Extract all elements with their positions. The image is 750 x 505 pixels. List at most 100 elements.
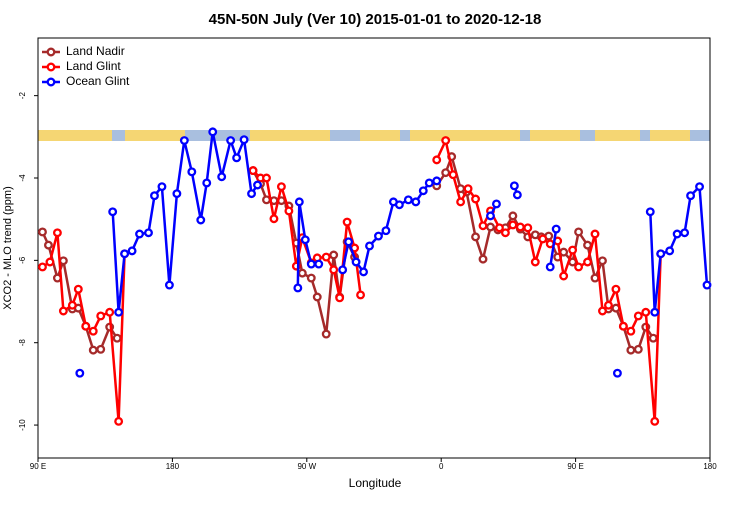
data-point: [58, 256, 68, 266]
x-tick-label: 90 W: [297, 462, 316, 471]
data-point: [157, 182, 167, 192]
data-point: [403, 195, 413, 205]
data-point: [508, 211, 518, 221]
data-point: [633, 311, 643, 321]
data-point: [114, 307, 124, 317]
data-point: [356, 290, 366, 300]
data-point: [52, 228, 62, 238]
data-point: [144, 228, 153, 238]
map-strip: [38, 130, 710, 141]
data-point: [179, 136, 189, 145]
data-point: [96, 311, 106, 321]
data-point: [365, 241, 374, 251]
data-point: [441, 136, 451, 145]
data-point: [512, 190, 522, 200]
data-point: [269, 214, 279, 224]
data-point: [471, 232, 480, 242]
plot-frame: [37, 37, 711, 459]
data-point: [656, 249, 666, 259]
data-point: [297, 268, 307, 278]
data-point: [44, 240, 53, 250]
y-tick-label: -6: [18, 256, 27, 264]
data-point: [598, 306, 607, 316]
data-point: [381, 226, 391, 236]
data-point: [568, 245, 578, 255]
data-point: [67, 300, 77, 310]
legend-marker: [46, 47, 56, 57]
data-point: [471, 194, 480, 204]
data-point: [523, 223, 533, 233]
data-point: [545, 262, 555, 272]
y-tick-label: -2: [18, 92, 27, 100]
data-point: [208, 127, 218, 137]
data-point: [583, 257, 592, 267]
data-point: [598, 256, 607, 266]
data-point: [478, 254, 488, 264]
data-point: [559, 247, 569, 257]
data-point: [276, 182, 286, 192]
data-point: [262, 173, 271, 183]
data-point: [196, 215, 206, 225]
x-tick-label: 180: [703, 462, 717, 471]
data-point: [187, 167, 197, 177]
data-point: [329, 265, 339, 275]
data-point: [202, 178, 212, 188]
data-point: [226, 136, 236, 145]
data-point: [150, 191, 159, 201]
data-point: [494, 223, 504, 233]
data-point: [486, 222, 495, 232]
data-point: [411, 197, 421, 207]
legend-label: Land Glint: [66, 59, 121, 73]
data-point: [284, 206, 294, 216]
data-point: [321, 329, 331, 339]
data-point: [312, 292, 322, 302]
data-point: [574, 227, 584, 237]
data-point: [248, 166, 258, 176]
data-point: [81, 321, 91, 331]
x-tick-label: 180: [166, 462, 180, 471]
data-point: [232, 153, 242, 163]
data-point: [441, 168, 451, 178]
data-point: [338, 265, 348, 275]
data-point: [665, 246, 675, 256]
data-point: [500, 228, 510, 238]
data-point: [648, 333, 658, 343]
legend-label: Ocean Glint: [66, 74, 130, 88]
data-point: [294, 197, 304, 207]
data-point: [590, 273, 600, 283]
legend-marker: [46, 77, 56, 87]
data-point: [96, 344, 106, 354]
x-axis-label: Longitude: [349, 476, 402, 490]
data-point: [329, 250, 339, 260]
data-point: [478, 221, 488, 231]
y-axis-label: XCO2 - MLO trend (ppm): [2, 186, 14, 309]
data-point: [342, 217, 352, 227]
data-point: [559, 271, 569, 281]
data-point: [108, 207, 118, 217]
data-point: [344, 237, 354, 247]
data-point: [650, 307, 660, 317]
data-point: [172, 189, 182, 199]
data-point: [314, 259, 324, 269]
data-point: [611, 284, 621, 294]
data-point: [351, 257, 361, 267]
data-point: [217, 172, 227, 182]
data-point: [583, 240, 592, 250]
data-point: [293, 283, 303, 293]
data-point: [486, 211, 495, 221]
data-point: [574, 262, 584, 272]
data-point: [633, 344, 643, 354]
data-point: [702, 280, 712, 290]
data-point: [135, 229, 144, 239]
data-point: [306, 273, 316, 283]
data-point: [695, 182, 704, 192]
data-point: [492, 199, 501, 209]
data-point: [626, 345, 636, 355]
data-point: [88, 345, 98, 355]
data-point: [508, 220, 518, 230]
data-point: [88, 326, 98, 336]
data-point: [38, 227, 47, 237]
data-point: [114, 416, 124, 426]
